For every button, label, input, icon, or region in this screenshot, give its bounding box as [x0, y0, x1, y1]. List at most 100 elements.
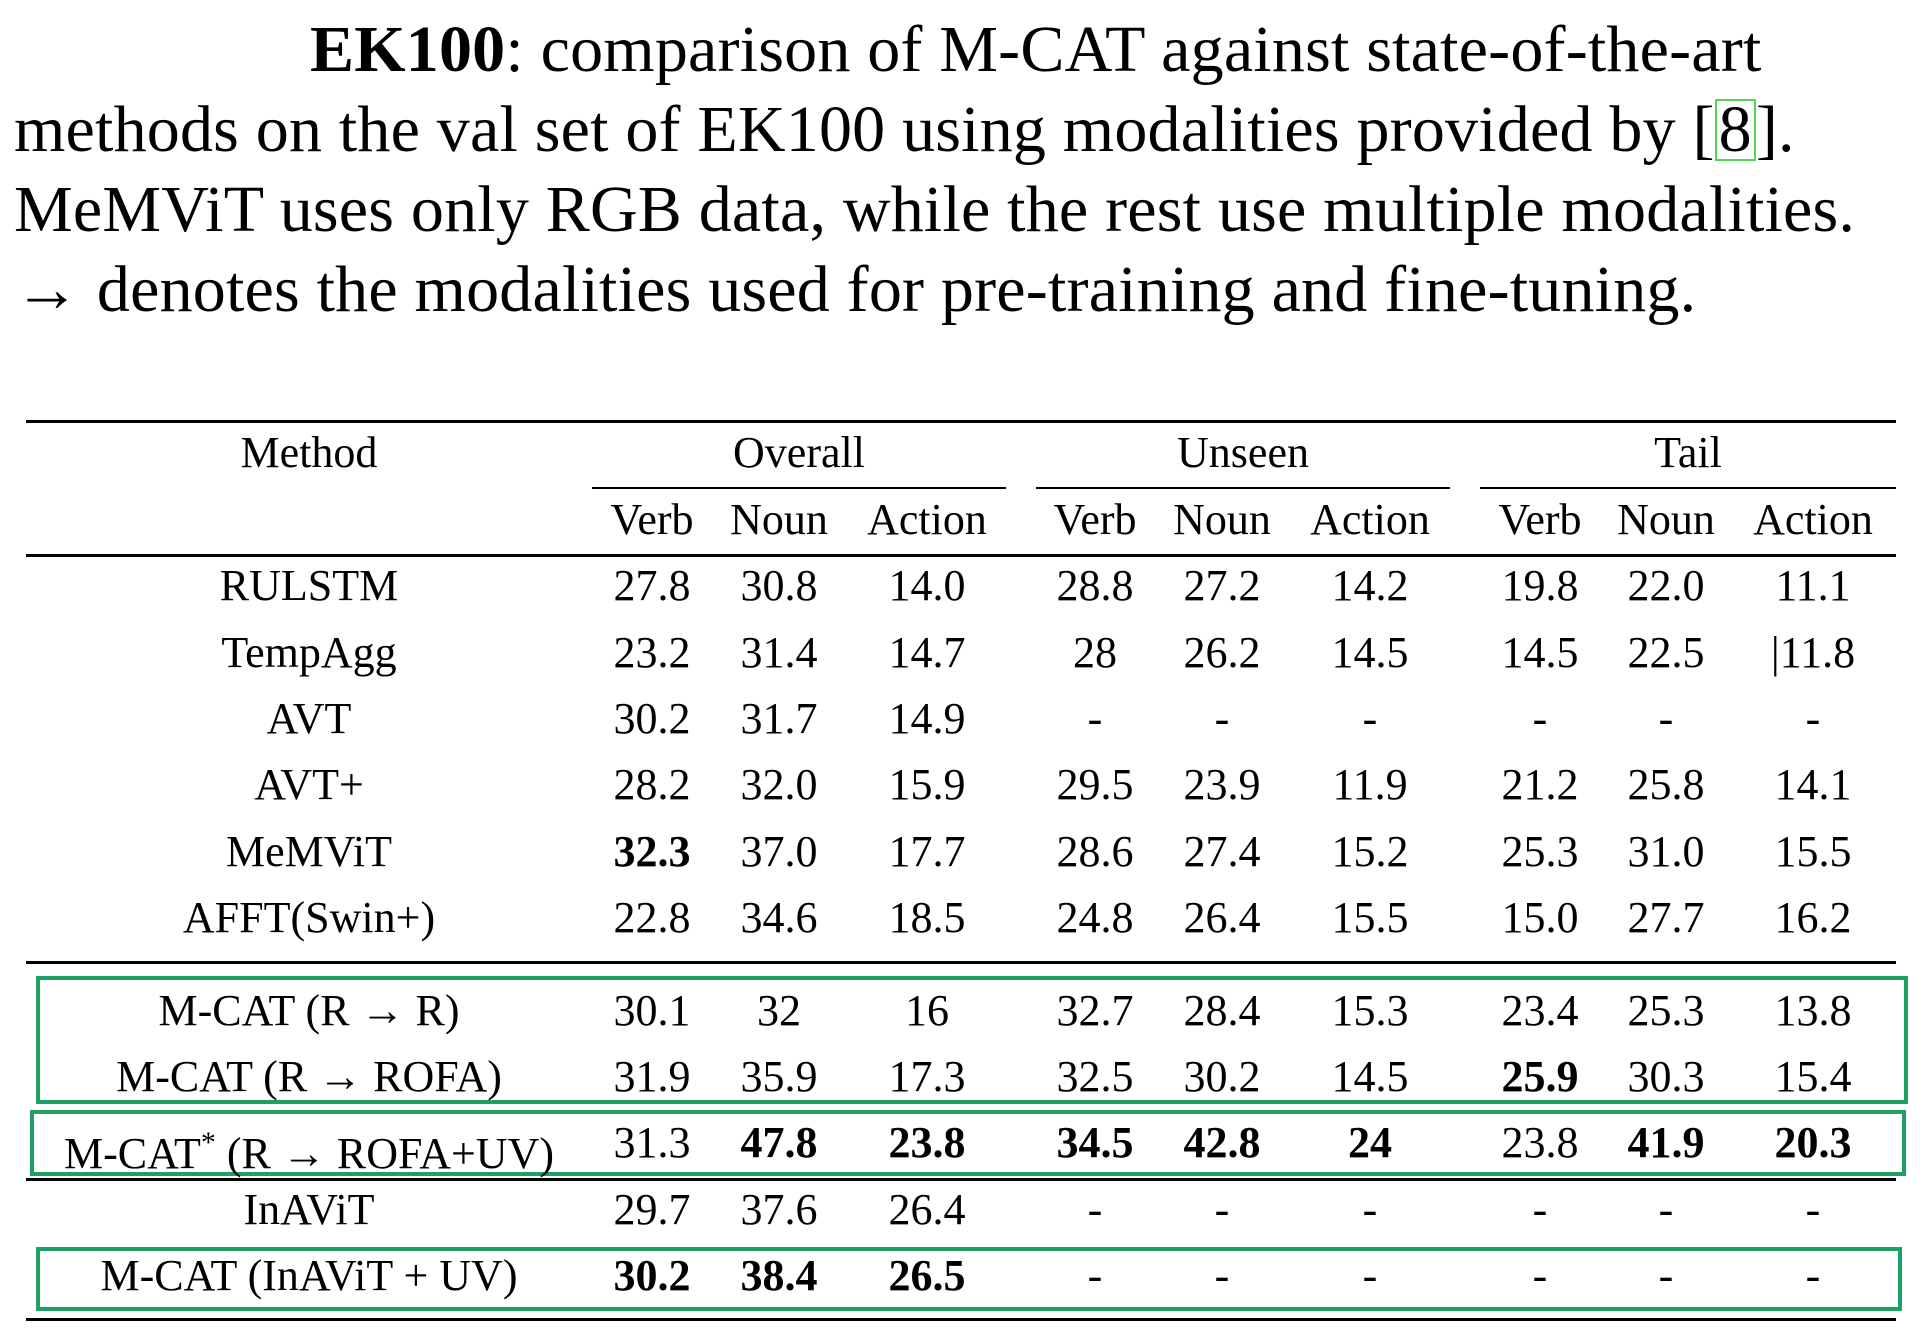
value-cell: 31.9 — [613, 1052, 691, 1101]
value-cell: 23.8 — [1501, 1118, 1579, 1167]
value-cell: 14.5 — [1331, 628, 1409, 677]
value-cell: 28 — [1073, 628, 1117, 677]
value-cell: 14.7 — [888, 628, 966, 677]
value-cell: - — [1214, 1251, 1230, 1300]
method-cell: M-CAT (R → R) — [158, 986, 460, 1035]
value-cell: - — [1362, 1185, 1378, 1234]
value-cell: 23.2 — [613, 628, 691, 677]
value-cell: |11.8 — [1770, 628, 1856, 677]
value-cell: 28.4 — [1183, 986, 1261, 1035]
value-cell: 21.2 — [1501, 760, 1579, 809]
value-cell: 16.2 — [1774, 893, 1852, 942]
value-cell: 22.5 — [1627, 628, 1705, 677]
value-cell: - — [1532, 694, 1548, 743]
value-cell: 32 — [757, 986, 801, 1035]
group-header-tail: Tail — [1654, 428, 1722, 477]
highlight-box-mcat-rgb — [36, 976, 1908, 1104]
value-cell: - — [1658, 694, 1674, 743]
method-cell: RULSTM — [219, 561, 399, 610]
value-cell: 27.2 — [1183, 561, 1261, 610]
value-cell: - — [1087, 1251, 1103, 1300]
value-cell: 11.9 — [1332, 760, 1408, 809]
value-cell: 13.8 — [1774, 986, 1852, 1035]
value-cell: 31.0 — [1627, 827, 1705, 876]
caption-line-1-text: : comparison of M-CAT against state-of-t… — [505, 13, 1762, 86]
caption-line-3: MeMViT uses only RGB data, while the res… — [14, 173, 1856, 246]
method-superscript: * — [200, 1126, 216, 1159]
method-cell: AVT — [266, 694, 352, 743]
value-cell: - — [1805, 1251, 1821, 1300]
column-subheader-action: Action — [867, 495, 987, 544]
value-cell: 14.9 — [888, 694, 966, 743]
value-cell: 27.4 — [1183, 827, 1261, 876]
value-cell: - — [1362, 694, 1378, 743]
value-cell: 37.0 — [740, 827, 818, 876]
value-cell: 34.5 — [1056, 1118, 1134, 1167]
value-cell: 15.5 — [1331, 893, 1409, 942]
value-cell: 32.3 — [613, 827, 691, 876]
value-cell: 31.7 — [740, 694, 818, 743]
value-cell: 30.8 — [740, 561, 818, 610]
value-cell: 15.0 — [1501, 893, 1579, 942]
value-cell: - — [1087, 694, 1103, 743]
value-cell: 32.7 — [1056, 986, 1134, 1035]
value-cell: - — [1214, 1185, 1230, 1234]
group-rule-overall — [592, 487, 1006, 489]
value-cell: 30.2 — [1183, 1052, 1261, 1101]
value-cell: 47.8 — [740, 1118, 818, 1167]
citation-link[interactable]: 8 — [1714, 97, 1756, 163]
value-cell: 17.3 — [888, 1052, 966, 1101]
value-cell: 25.3 — [1627, 986, 1705, 1035]
value-cell: 15.9 — [888, 760, 966, 809]
value-cell: 14.0 — [888, 561, 966, 610]
value-cell: 27.8 — [613, 561, 691, 610]
value-cell: 24.8 — [1056, 893, 1134, 942]
group-header-overall: Overall — [733, 428, 865, 477]
value-cell: 25.9 — [1501, 1052, 1579, 1101]
top-rule — [26, 420, 1896, 423]
bottom-rule — [26, 1318, 1896, 1321]
value-cell: - — [1214, 694, 1230, 743]
value-cell: 29.5 — [1056, 760, 1134, 809]
column-subheader-noun: Noun — [730, 495, 828, 544]
value-cell: 23.4 — [1501, 986, 1579, 1035]
group-rule-tail — [1480, 487, 1896, 489]
caption-line-4: → denotes the modalities used for pre-tr… — [14, 253, 1697, 326]
method-cell: M-CAT (R → ROFA) — [116, 1052, 502, 1101]
group-header-unseen: Unseen — [1177, 428, 1309, 477]
method-cell: M-CAT (InAViT + UV) — [100, 1251, 518, 1300]
value-cell: 31.3 — [613, 1118, 691, 1167]
highlight-box-mcat-uv — [30, 1110, 1906, 1176]
column-subheader-action: Action — [1753, 495, 1873, 544]
value-cell: - — [1087, 1185, 1103, 1234]
value-cell: 28.6 — [1056, 827, 1134, 876]
value-cell: 31.4 — [740, 628, 818, 677]
value-cell: 26.4 — [1183, 893, 1261, 942]
value-cell: 35.9 — [740, 1052, 818, 1101]
value-cell: - — [1658, 1185, 1674, 1234]
header-rule — [26, 554, 1896, 557]
method-header: Method — [240, 428, 378, 477]
method-cell: TempAgg — [221, 628, 397, 677]
value-cell: 14.5 — [1331, 1052, 1409, 1101]
column-subheader-action: Action — [1310, 495, 1430, 544]
value-cell: 15.2 — [1331, 827, 1409, 876]
column-subheader-verb: Verb — [610, 495, 694, 544]
caption-line-2-text: methods on the val set of EK100 using mo… — [14, 93, 1715, 166]
value-cell: 27.7 — [1627, 893, 1705, 942]
value-cell: - — [1805, 1185, 1821, 1234]
group-rule-unseen — [1036, 487, 1450, 489]
value-cell: - — [1532, 1185, 1548, 1234]
column-subheader-noun: Noun — [1173, 495, 1271, 544]
column-subheader-verb: Verb — [1498, 495, 1582, 544]
method-cell: MeMViT — [225, 827, 393, 876]
value-cell: 14.1 — [1774, 760, 1852, 809]
value-cell: 41.9 — [1627, 1118, 1705, 1167]
value-cell: 17.7 — [888, 827, 966, 876]
value-cell: 23.8 — [888, 1118, 966, 1167]
method-name: M-CAT — [63, 1129, 201, 1178]
value-cell: 15.3 — [1331, 986, 1409, 1035]
value-cell: 30.3 — [1627, 1052, 1705, 1101]
value-cell: 22.8 — [613, 893, 691, 942]
